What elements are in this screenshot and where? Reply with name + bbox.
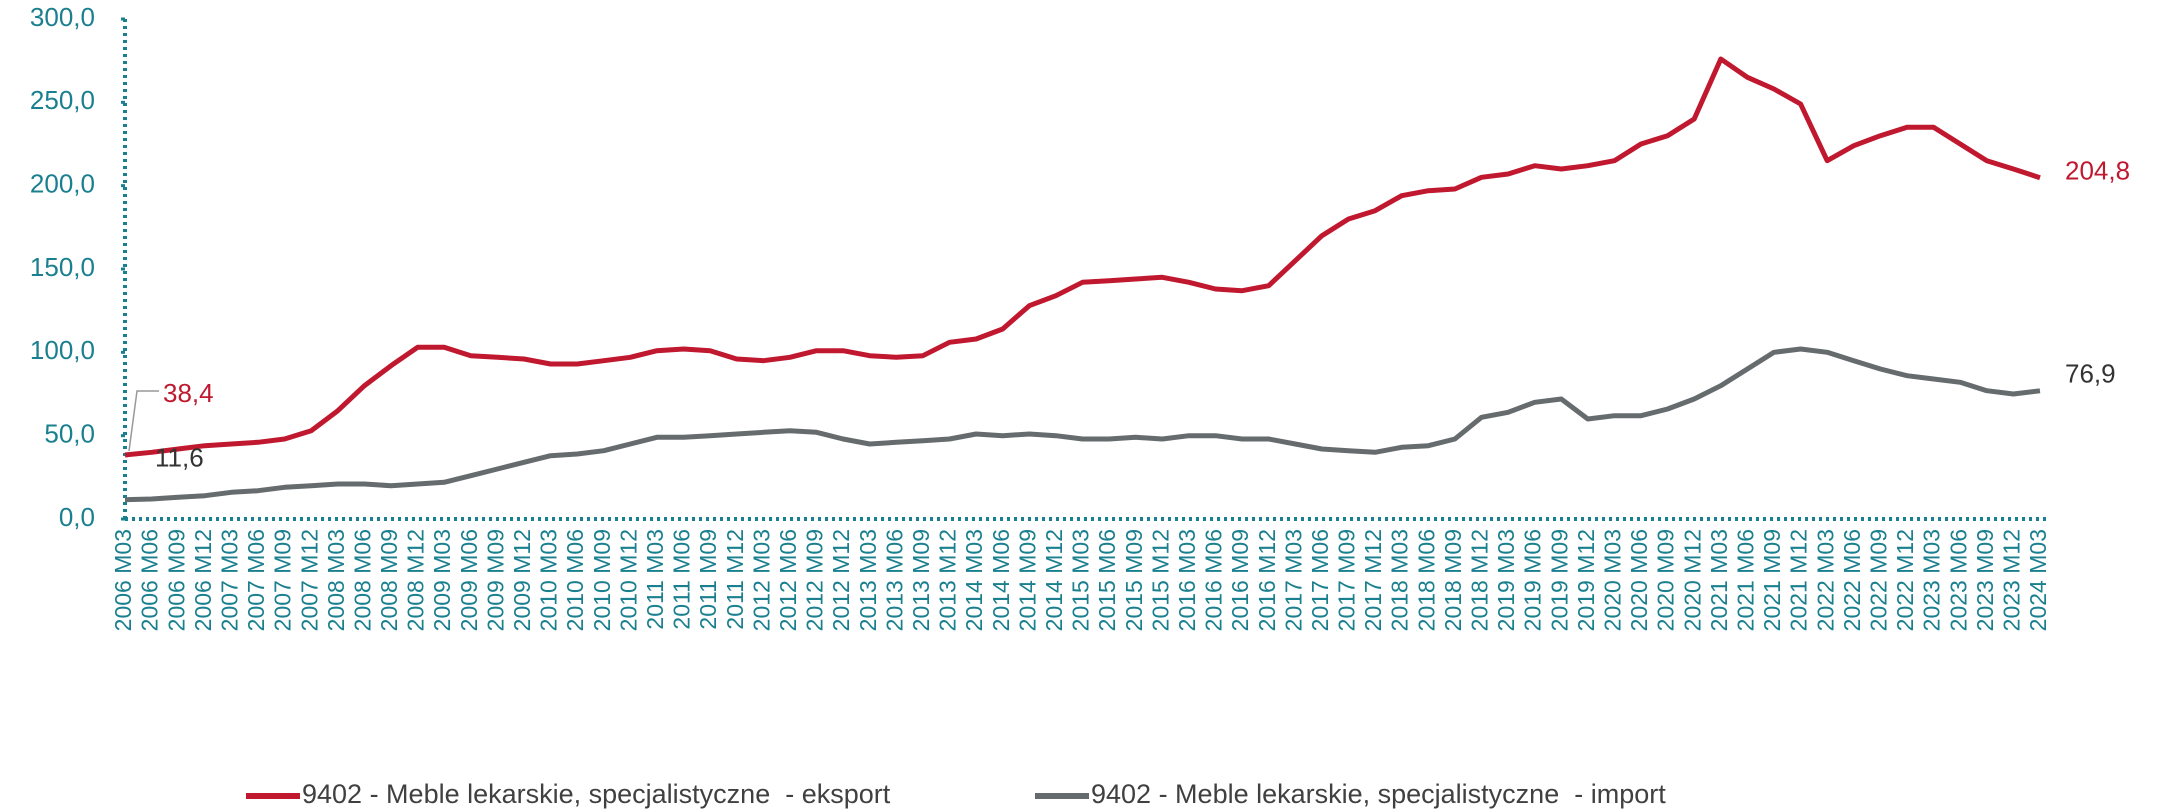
x-tick-label: 2009 M12 — [509, 529, 535, 631]
x-tick-label: 2018 M03 — [1387, 529, 1413, 631]
x-tick-label: 2013 M03 — [855, 529, 881, 631]
x-tick-label: 2023 M09 — [1972, 529, 1998, 631]
legend-label: 9402 - Meble lekarskie, specjalistyczne … — [1091, 779, 1666, 809]
y-tick-label: 250,0 — [30, 85, 95, 115]
x-tick-label: 2021 M06 — [1733, 529, 1759, 631]
series-line — [124, 56, 2041, 458]
x-tick-label: 2006 M09 — [163, 529, 189, 631]
x-tick-label: 2016 M09 — [1227, 529, 1253, 631]
x-tick-label: 2018 M12 — [1467, 529, 1493, 631]
x-tick-label: 2022 M12 — [1892, 529, 1918, 631]
x-tick-label: 2006 M12 — [190, 529, 216, 631]
data-label: 76,9 — [2065, 359, 2116, 389]
x-tick-label: 2010 M12 — [615, 529, 641, 631]
x-tick-label: 2020 M06 — [1626, 529, 1652, 631]
x-tick-label: 2012 M12 — [828, 529, 854, 631]
x-tick-label: 2017 M09 — [1334, 529, 1360, 631]
x-tick-label: 2020 M12 — [1679, 529, 1705, 631]
legend-label: 9402 - Meble lekarskie, specjalistyczne … — [302, 779, 891, 809]
leader-line — [128, 390, 159, 452]
x-tick-label: 2007 M03 — [216, 529, 242, 631]
x-tick-label: 2022 M06 — [1839, 529, 1865, 631]
x-tick-label: 2007 M12 — [296, 529, 322, 631]
x-tick-label: 2024 M03 — [2025, 529, 2051, 631]
x-tick-label: 2021 M12 — [1786, 529, 1812, 631]
x-tick-label: 2013 M06 — [881, 529, 907, 631]
x-tick-label: 2015 M12 — [1147, 529, 1173, 631]
x-tick-label: 2007 M06 — [243, 529, 269, 631]
x-tick-label: 2014 M12 — [1041, 529, 1067, 631]
x-tick-label: 2017 M12 — [1360, 529, 1386, 631]
x-tick-label: 2019 M03 — [1493, 529, 1519, 631]
y-tick-label: 150,0 — [30, 252, 95, 282]
x-tick-label: 2009 M06 — [456, 529, 482, 631]
y-tick-label: 100,0 — [30, 335, 95, 365]
x-tick-label: 2011 M12 — [722, 529, 748, 630]
x-tick-label: 2019 M06 — [1520, 529, 1546, 631]
x-tick-label: 2023 M03 — [1919, 529, 1945, 631]
x-tick-label: 2009 M03 — [429, 529, 455, 631]
x-tick-label: 2011 M06 — [669, 529, 695, 630]
x-tick-label: 2018 M06 — [1413, 529, 1439, 631]
y-tick-label: 50,0 — [44, 419, 95, 449]
x-tick-label: 2021 M03 — [1706, 529, 1732, 631]
x-tick-label: 2017 M06 — [1307, 529, 1333, 631]
x-tick-label: 2009 M09 — [482, 529, 508, 631]
x-tick-label: 2007 M09 — [270, 529, 296, 631]
x-tick-label: 2014 M09 — [1014, 529, 1040, 631]
x-tick-label: 2011 M09 — [695, 529, 721, 630]
x-tick-label: 2021 M09 — [1759, 529, 1785, 631]
x-tick-label: 2023 M12 — [1998, 529, 2024, 631]
x-tick-label: 2010 M09 — [589, 529, 615, 631]
x-tick-label: 2023 M06 — [1945, 529, 1971, 631]
x-tick-label: 2015 M03 — [1068, 529, 1094, 631]
y-tick-label: 300,0 — [30, 2, 95, 32]
x-tick-label: 2019 M09 — [1546, 529, 1572, 631]
x-tick-label: 2013 M12 — [935, 529, 961, 631]
x-tick-label: 2012 M03 — [748, 529, 774, 631]
x-tick-label: 2014 M06 — [988, 529, 1014, 631]
x-tick-label: 2012 M06 — [775, 529, 801, 631]
y-tick-label: 0,0 — [59, 502, 95, 532]
x-tick-label: 2018 M09 — [1440, 529, 1466, 631]
x-tick-label: 2008 M12 — [403, 529, 429, 631]
x-tick-label: 2015 M09 — [1121, 529, 1147, 631]
data-label: 11,6 — [155, 443, 204, 473]
x-tick-label: 2011 M03 — [642, 529, 668, 630]
x-tick-label: 2022 M03 — [1812, 529, 1838, 631]
data-label: 38,4 — [163, 378, 214, 408]
x-tick-label: 2020 M09 — [1653, 529, 1679, 631]
x-tick-label: 2008 M03 — [323, 529, 349, 631]
x-tick-label: 2016 M03 — [1174, 529, 1200, 631]
y-tick-label: 200,0 — [30, 169, 95, 199]
x-tick-label: 2012 M09 — [802, 529, 828, 631]
x-tick-label: 2014 M03 — [961, 529, 987, 631]
x-tick-label: 2020 M03 — [1600, 529, 1626, 631]
x-tick-label: 2015 M06 — [1094, 529, 1120, 631]
x-tick-label: 2006 M06 — [137, 529, 163, 631]
x-tick-label: 2016 M12 — [1254, 529, 1280, 631]
x-tick-label: 2008 M09 — [376, 529, 402, 631]
x-tick-label: 2016 M06 — [1201, 529, 1227, 631]
x-tick-label: 2013 M09 — [908, 529, 934, 631]
x-tick-label: 2010 M03 — [536, 529, 562, 631]
x-tick-label: 2010 M06 — [562, 529, 588, 631]
x-tick-label: 2008 M06 — [349, 529, 375, 631]
x-tick-label: 2019 M12 — [1573, 529, 1599, 631]
data-label: 204,8 — [2065, 156, 2130, 186]
series-line — [124, 346, 2041, 503]
x-tick-label: 2017 M03 — [1280, 529, 1306, 631]
x-tick-label: 2006 M03 — [110, 529, 136, 631]
x-tick-label: 2022 M09 — [1865, 529, 1891, 631]
